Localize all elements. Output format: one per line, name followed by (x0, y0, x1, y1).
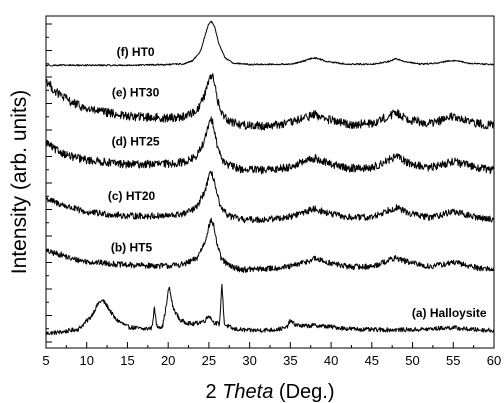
series-label: (f) HT0 (117, 45, 155, 59)
x-tick-label: 35 (283, 353, 297, 368)
series-label: (e) HT30 (112, 85, 160, 99)
plot-area (45, 20, 495, 336)
x-tick-label: 40 (324, 353, 338, 368)
x-tick-label: 45 (365, 353, 379, 368)
y-axis-ticks (46, 23, 52, 343)
x-tick-label: 15 (120, 353, 134, 368)
series-line (45, 20, 495, 67)
series-label: (b) HT5 (111, 240, 153, 254)
series-line (45, 116, 494, 175)
x-axis-label: 2 Theta (Deg.) (206, 381, 335, 403)
x-tick-label: 60 (487, 353, 501, 368)
series-labels: (a) Halloysite (b) HT5 (c) HT20 (d) HT25 (e)… (108, 45, 487, 320)
series-line (45, 73, 495, 131)
x-tick-label: 25 (202, 353, 216, 368)
x-axis-ticks: 5 10 15 20 25 30 35 40 45 50 55 60 (42, 342, 501, 368)
x-tick-label: 50 (405, 353, 419, 368)
x-tick-label: 20 (161, 353, 175, 368)
series-label: (a) Halloysite (412, 306, 487, 320)
series-line (45, 283, 495, 336)
series-line (45, 170, 495, 224)
series-label: (d) HT25 (112, 135, 160, 149)
series-line (45, 217, 495, 273)
y-axis-label: Intensity (arb. units) (8, 90, 31, 274)
series-label: (c) HT20 (108, 189, 156, 203)
x-tick-label: 55 (446, 353, 460, 368)
x-tick-label: 30 (242, 353, 256, 368)
x-tick-label: 10 (79, 353, 93, 368)
x-tick-label: 5 (42, 353, 49, 368)
